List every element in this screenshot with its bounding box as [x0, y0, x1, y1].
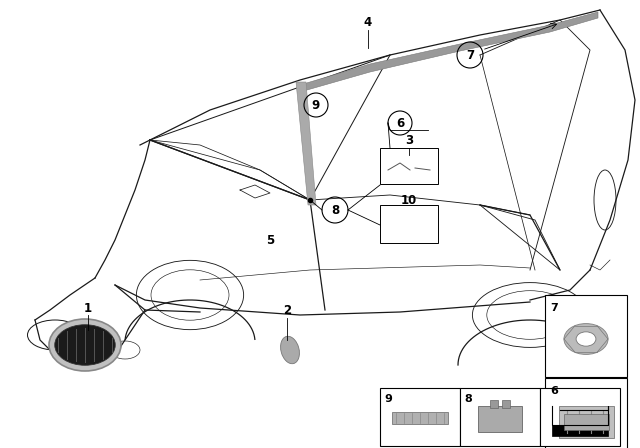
Bar [545, 295, 627, 377]
Bar [502, 400, 510, 408]
Text: 3: 3 [405, 134, 413, 146]
Bar [380, 205, 438, 243]
Text: 9: 9 [312, 99, 320, 112]
Bar [460, 388, 540, 446]
Text: 7: 7 [466, 48, 474, 61]
Polygon shape [559, 406, 614, 438]
Text: 1: 1 [84, 302, 92, 314]
Polygon shape [392, 412, 448, 424]
Ellipse shape [564, 323, 608, 354]
Text: 9: 9 [384, 394, 392, 404]
Text: 10: 10 [401, 194, 417, 207]
Text: 8: 8 [331, 203, 339, 216]
Ellipse shape [576, 332, 596, 346]
Text: 491203: 491203 [545, 432, 585, 442]
Text: 6: 6 [550, 386, 558, 396]
Text: 7: 7 [550, 303, 557, 313]
Polygon shape [300, 12, 598, 92]
Bar [564, 414, 609, 430]
Ellipse shape [280, 336, 300, 364]
Text: 8: 8 [464, 394, 472, 404]
Bar [540, 388, 620, 446]
Polygon shape [296, 82, 316, 205]
Text: 4: 4 [364, 16, 372, 29]
Ellipse shape [49, 319, 121, 371]
Bar [490, 400, 498, 408]
Bar [545, 378, 627, 448]
Polygon shape [478, 406, 522, 432]
Bar [380, 388, 460, 446]
Bar [380, 148, 438, 184]
Text: 2: 2 [283, 303, 291, 316]
Text: 6: 6 [396, 116, 404, 129]
Polygon shape [552, 425, 608, 436]
Text: 5: 5 [266, 233, 274, 246]
Ellipse shape [55, 325, 115, 365]
